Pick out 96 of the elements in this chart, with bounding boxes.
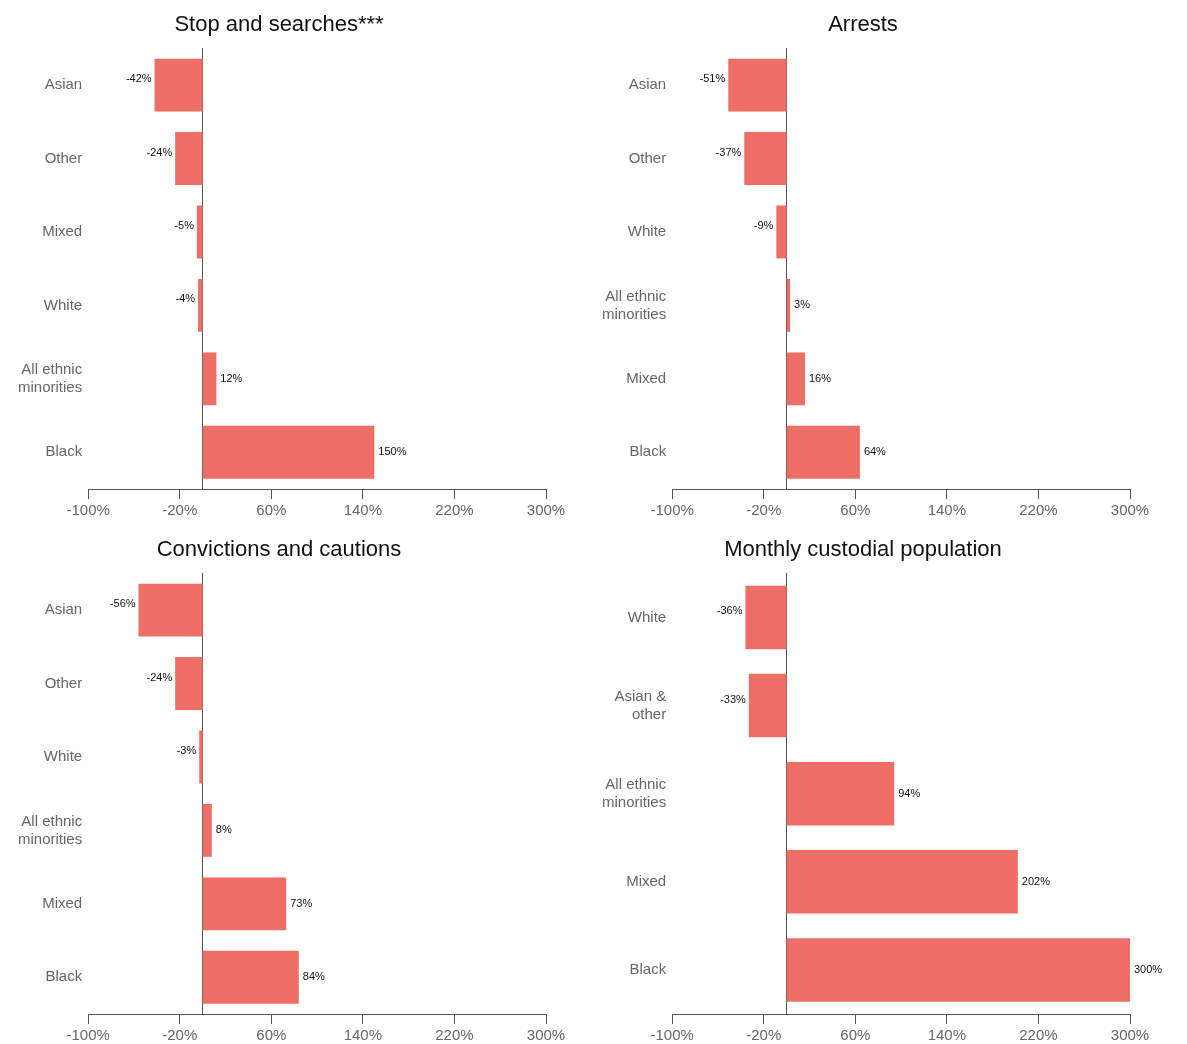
x-tick-label: -100% — [650, 1026, 694, 1044]
data-label: -56% — [109, 597, 136, 610]
bar — [138, 583, 203, 637]
x-tick-label: 300% — [1110, 501, 1150, 519]
data-label: -4% — [175, 292, 196, 305]
x-tick-label: 140% — [343, 501, 383, 519]
y-tick-label: Black — [629, 442, 667, 460]
x-tick-label: 300% — [1110, 1026, 1150, 1044]
x-tick-label: -20% — [162, 1026, 198, 1044]
data-label: -37% — [715, 145, 742, 158]
chart-title: Stop and searches*** — [174, 11, 385, 37]
y-tick-label: Mixed — [42, 893, 83, 911]
y-tick-label: Mixed — [626, 871, 667, 889]
x-tick-label: 220% — [435, 501, 474, 519]
bar — [198, 278, 203, 332]
data-label: 16% — [808, 371, 832, 384]
bar — [202, 950, 299, 1004]
y-tick-label: Asian & other — [614, 686, 667, 722]
bar — [202, 877, 287, 931]
x-tick-label: 140% — [343, 1026, 383, 1044]
x-tick-label: 60% — [256, 1026, 287, 1044]
bar — [202, 352, 217, 406]
x-tick-label: 140% — [927, 501, 967, 519]
y-tick-label: All ethnic minorities — [601, 774, 667, 810]
x-tick-label: 220% — [435, 1026, 474, 1044]
data-label: 202% — [1021, 874, 1051, 887]
data-label: -24% — [146, 145, 173, 158]
bar — [202, 803, 212, 857]
bar — [786, 352, 805, 406]
data-label: -51% — [699, 72, 726, 85]
data-label: -42% — [125, 72, 152, 85]
y-tick-label: Mixed — [626, 368, 667, 386]
x-tick-label: -100% — [650, 501, 694, 519]
data-label: 64% — [863, 445, 887, 458]
y-tick-label: Asian — [44, 600, 83, 618]
data-label: 73% — [290, 896, 313, 909]
x-tick-label: 300% — [526, 1026, 566, 1044]
x-tick-label: 220% — [1019, 1026, 1058, 1044]
chart-title: Monthly custodial population — [724, 536, 1002, 562]
data-label: -33% — [720, 692, 747, 705]
data-label: 150% — [378, 445, 407, 458]
chart-title: Arrests — [828, 11, 898, 37]
y-tick-label: Other — [44, 148, 83, 166]
x-tick-label: -20% — [746, 501, 782, 519]
data-label: 84% — [302, 970, 326, 983]
x-tick-label: 300% — [526, 501, 566, 519]
y-tick-label: Black — [45, 442, 83, 460]
data-label: 12% — [220, 371, 243, 384]
data-label: 8% — [215, 823, 232, 836]
bar — [776, 205, 787, 259]
bar — [745, 585, 787, 650]
y-tick-label: Black — [45, 967, 83, 985]
data-label: 3% — [794, 298, 811, 311]
data-label: -3% — [176, 744, 197, 757]
x-tick-label: 60% — [840, 1026, 871, 1044]
y-tick-label: Other — [44, 673, 83, 691]
y-tick-label: Other — [628, 148, 667, 166]
x-tick-label: 140% — [927, 1026, 967, 1044]
bar — [786, 425, 860, 479]
y-tick-label: White — [627, 607, 667, 625]
x-tick-label: -100% — [66, 501, 110, 519]
x-tick-label: -100% — [66, 1026, 110, 1044]
chart-title: Convictions and cautions — [156, 536, 402, 562]
y-tick-label: Mixed — [42, 222, 83, 240]
y-tick-label: White — [43, 295, 83, 313]
bar — [196, 205, 203, 259]
data-label: 300% — [1134, 962, 1163, 975]
x-tick-label: 220% — [1019, 501, 1058, 519]
y-tick-label: Black — [629, 960, 667, 978]
data-label: -24% — [146, 670, 173, 683]
y-tick-label: All ethnic minorities — [601, 286, 667, 322]
data-label: 94% — [898, 786, 921, 799]
bar — [154, 58, 203, 112]
y-tick-label: Asian — [44, 75, 83, 93]
bar — [199, 730, 203, 784]
bar — [748, 673, 787, 738]
x-tick-label: 60% — [840, 501, 871, 519]
y-tick-label: All ethnic minorities — [17, 359, 83, 395]
x-tick-label: -20% — [162, 501, 198, 519]
bar — [202, 425, 375, 479]
bar — [744, 132, 787, 185]
y-tick-label: Asian — [628, 75, 667, 93]
bar — [728, 58, 787, 112]
data-label: -36% — [716, 604, 743, 617]
y-tick-label: White — [43, 747, 83, 765]
bar — [175, 657, 203, 710]
data-label: -9% — [753, 219, 774, 232]
data-label: -5% — [174, 219, 195, 232]
x-tick-label: 60% — [256, 501, 287, 519]
y-tick-label: All ethnic minorities — [17, 811, 83, 847]
bar — [786, 850, 1018, 914]
x-tick-label: -20% — [746, 1026, 782, 1044]
bar — [175, 132, 203, 185]
y-tick-label: White — [627, 222, 667, 240]
bar — [786, 761, 895, 826]
bar — [786, 938, 1130, 1002]
